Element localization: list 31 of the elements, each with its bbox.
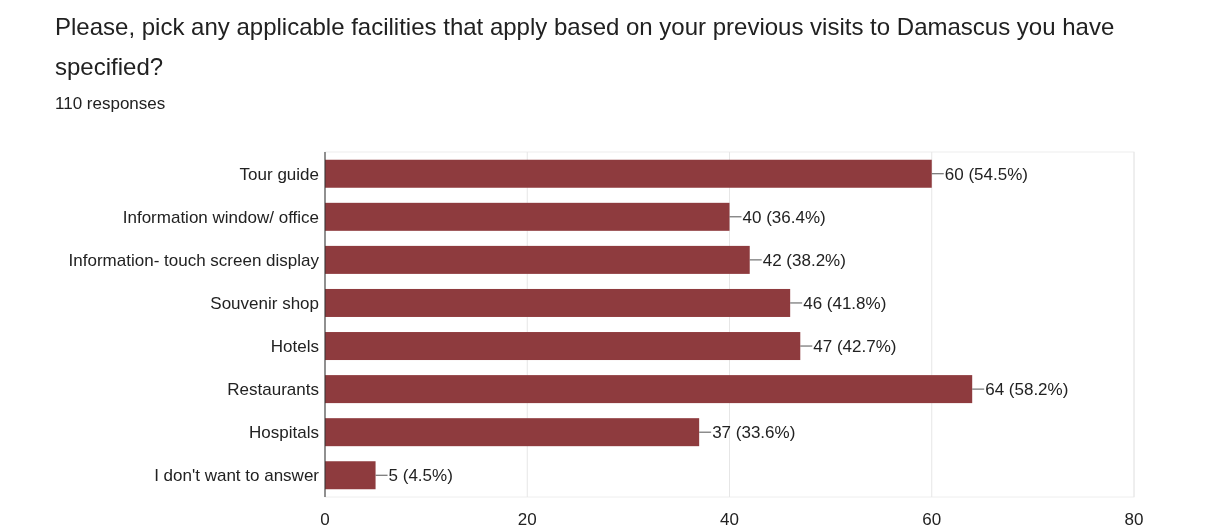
- data-label: 42 (38.2%): [762, 250, 846, 270]
- y-tick-label: I don't want to answer: [154, 466, 320, 486]
- bar: [325, 332, 801, 361]
- y-tick-label: Information window/ office: [122, 207, 319, 227]
- y-tick-label: Information- touch screen display: [68, 250, 320, 270]
- data-label: 37 (33.6%): [712, 423, 796, 443]
- y-tick-label: Hotels: [270, 336, 319, 356]
- data-label: 60 (54.5%): [944, 164, 1028, 184]
- x-tick-label: 60: [922, 509, 942, 529]
- y-tick-label: Restaurants: [227, 380, 319, 400]
- data-label: 47 (42.7%): [813, 336, 897, 356]
- chart-title: Please, pick any applicable facilities that apply based on your previous visits to Damascus you have specified?: [55, 13, 1115, 80]
- x-tick-label: 20: [517, 509, 537, 529]
- bar: [325, 375, 973, 404]
- data-label: 64 (58.2%): [985, 380, 1069, 400]
- y-tick-label: Hospitals: [249, 423, 319, 443]
- bar: [325, 288, 791, 317]
- x-tick-label: 80: [1124, 509, 1144, 529]
- bar: [325, 202, 730, 231]
- bar: [325, 159, 932, 188]
- y-tick-label: Souvenir shop: [210, 293, 319, 313]
- data-label: 46 (41.8%): [803, 293, 887, 313]
- x-tick-label: 0: [320, 509, 330, 529]
- bar: [325, 461, 376, 490]
- y-tick-label: Tour guide: [239, 164, 319, 184]
- bar: [325, 245, 750, 274]
- data-label: 5 (4.5%): [388, 466, 453, 486]
- bar: [325, 418, 700, 447]
- text: 110 responses: [55, 94, 166, 113]
- x-tick-label: 40: [720, 509, 739, 529]
- data-label: 40 (36.4%): [742, 207, 826, 227]
